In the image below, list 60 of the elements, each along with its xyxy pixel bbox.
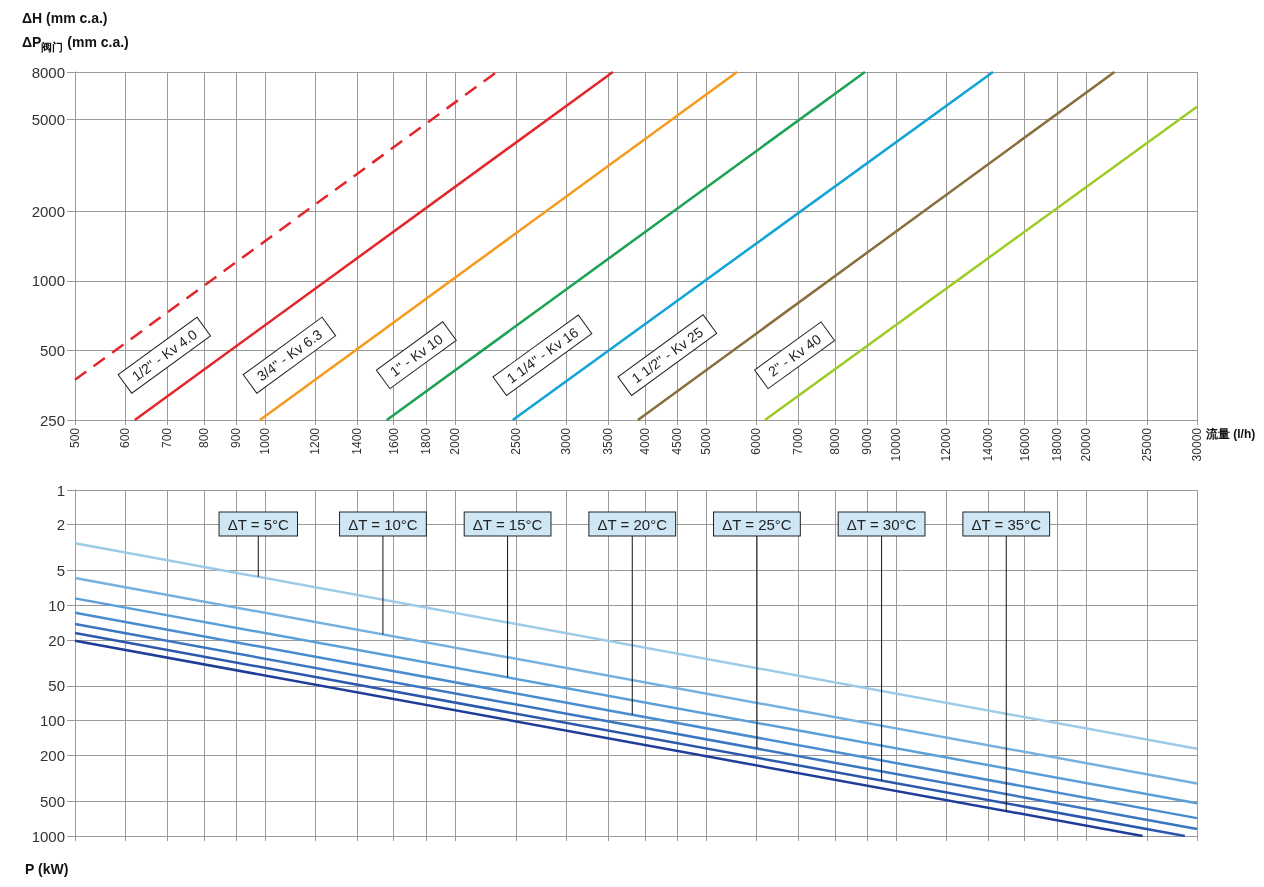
- x-tick-label: 700: [160, 427, 175, 449]
- y-tick-label: 500: [39, 792, 65, 810]
- x-tick-label: 10000: [888, 427, 903, 462]
- text: ΔT = 35°C: [971, 515, 1042, 533]
- x-tick-label: 5000: [698, 427, 713, 455]
- y-tick-label: 250: [39, 411, 65, 429]
- x-tick-label: 12000: [938, 427, 953, 462]
- y-tick-label: 50: [48, 677, 65, 695]
- text: ΔT = 20°C: [597, 515, 668, 533]
- y-tick-label: 10: [48, 596, 65, 614]
- x-tick-label: 16000: [1017, 427, 1032, 462]
- x-tick-label: 600: [117, 427, 132, 449]
- x-tick-label: 18000: [1050, 427, 1065, 462]
- y-tick-label: 1000: [31, 827, 65, 845]
- text: 1" - Kv 10: [386, 330, 446, 380]
- y-tick-label: 2: [56, 516, 65, 534]
- x-tick-label: 900: [229, 427, 244, 449]
- text: ΔT = 15°C: [472, 515, 543, 533]
- text: ΔT = 10°C: [348, 515, 418, 533]
- x-tick-label: 2000: [447, 427, 462, 455]
- x-tick-label: 7000: [791, 427, 806, 455]
- text: ΔT = 5°C: [227, 515, 290, 533]
- x-tick-label: 14000: [981, 427, 996, 462]
- y-axis-title: ΔH (mm c.a.) ΔP$_{阀门}$ (mm c.a.): [22, 9, 129, 55]
- y-tick-label: 500: [39, 341, 65, 359]
- x-tick-label: 8000: [827, 427, 842, 455]
- x-tick-label: 25000: [1140, 427, 1155, 462]
- x-tick-label: 800: [196, 427, 211, 449]
- text: 1 1/4" - Kv 16: [503, 323, 582, 387]
- x-tick-label: 9000: [860, 427, 875, 455]
- y-tick-label: 100: [39, 712, 65, 730]
- text: 1/2" - Kv 4.0: [128, 326, 201, 385]
- y-tick-label: 8000: [31, 63, 65, 81]
- x-tick-label: 4500: [670, 427, 685, 455]
- x-tick-label: 3500: [601, 427, 616, 455]
- x-tick-label: 6000: [748, 427, 763, 455]
- x-tick-label: 1600: [386, 427, 401, 455]
- text: ΔT = 30°C: [846, 515, 917, 533]
- y-tick-label: 5: [56, 562, 65, 580]
- x-tick-label: 1000: [257, 427, 272, 455]
- x-axis-title: 流量 (l/h): [1204, 427, 1256, 441]
- y-axis-title: P (kW): [25, 861, 69, 877]
- x-tick-label: 1200: [307, 427, 322, 455]
- x-tick-label: 1400: [350, 427, 365, 455]
- text: 3/4" - Kv 6.3: [253, 326, 326, 385]
- y-tick-label: 2000: [31, 202, 65, 220]
- x-tick-label: 20000: [1078, 427, 1093, 462]
- y-tick-label: 1000: [31, 272, 65, 290]
- x-tick-label: 30000: [1190, 427, 1204, 462]
- y-tick-label: 1: [56, 481, 65, 499]
- text: ΔT = 25°C: [722, 515, 792, 533]
- y-tick-label: 20: [48, 631, 65, 649]
- x-tick-label: 2500: [509, 427, 524, 455]
- y-tick-label: 5000: [31, 110, 65, 128]
- x-tick-label: 4000: [637, 427, 652, 455]
- x-tick-label: 3000: [559, 427, 574, 455]
- x-tick-label: 1800: [419, 427, 434, 455]
- text: 2" - Kv 40: [765, 330, 825, 380]
- text: 1 1/2" - Kv 25: [628, 323, 707, 387]
- y-tick-label: 200: [39, 746, 65, 764]
